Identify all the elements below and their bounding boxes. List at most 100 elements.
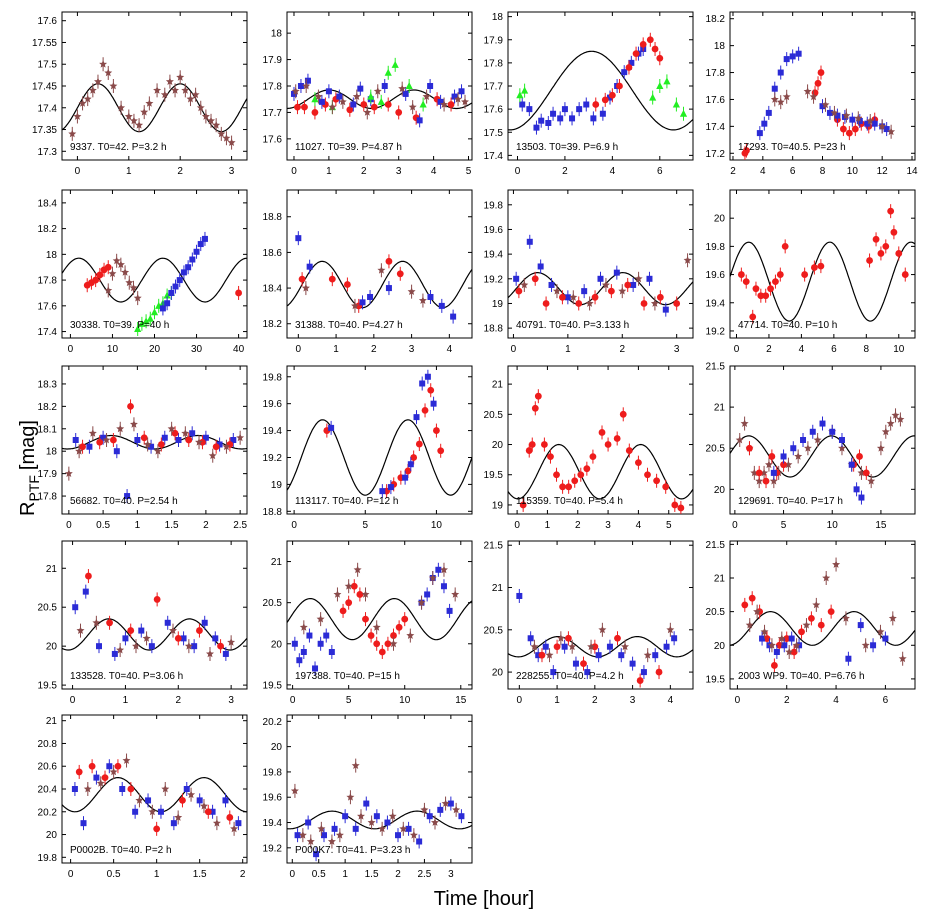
data-point <box>138 627 145 634</box>
model-curve <box>287 419 472 496</box>
plot-area <box>62 753 247 836</box>
y-tick-label: 21.5 <box>706 540 726 551</box>
y-tick-label: 17.7 <box>484 82 504 93</box>
data-point <box>845 655 852 662</box>
data-point <box>130 420 138 428</box>
x-tick-label: 0 <box>290 869 296 880</box>
data-point <box>628 59 635 66</box>
data-point <box>378 648 386 656</box>
data-point <box>644 471 651 479</box>
data-point <box>129 283 138 292</box>
y-tick-label: 18.8 <box>263 212 283 223</box>
data-point <box>595 652 602 659</box>
data-point <box>587 642 596 651</box>
y-axis-title: RPTF [mag] <box>17 420 42 516</box>
x-tick-label: 6 <box>790 166 796 177</box>
y-tick-label: 17.8 <box>38 276 58 287</box>
data-point <box>790 648 798 656</box>
data-point <box>895 250 903 257</box>
x-tick-label: 0.5 <box>96 520 110 531</box>
data-point <box>819 103 826 110</box>
data-point <box>526 106 533 113</box>
data-point <box>226 814 234 821</box>
x-tick-label: 0 <box>511 344 517 355</box>
data-point <box>187 790 196 799</box>
panel-frame <box>729 11 916 161</box>
panel-10: 0 5 10 18.8 19 19.2 19.4 19.6 19.8 113117. T0=40.… <box>263 365 473 531</box>
data-point <box>438 302 445 309</box>
data-point <box>625 64 633 71</box>
data-point <box>565 634 572 642</box>
panel-18: 0 0.5 1 1.5 2 2.5 3 19.2 19.4 19.6 19.8 20 20.2 P000K… <box>263 714 473 880</box>
data-point <box>521 86 529 94</box>
panel-label: 115359. T0=40. P=5.4 h <box>516 496 623 507</box>
data-point <box>135 796 144 804</box>
data-point <box>157 441 165 448</box>
panel-frame <box>286 11 473 161</box>
data-point <box>772 278 779 286</box>
panel-label: 30338. T0=39. P=40 h <box>70 320 169 331</box>
data-point <box>377 266 386 274</box>
data-point <box>767 641 776 649</box>
data-point <box>407 461 414 468</box>
data-point <box>575 300 583 307</box>
data-point <box>447 800 454 807</box>
data-point <box>513 275 520 282</box>
data-point <box>148 807 157 816</box>
data-point <box>227 138 236 146</box>
data-point <box>565 483 573 491</box>
y-tick-label: 19.4 <box>706 298 726 309</box>
data-point <box>581 288 588 295</box>
x-tick-label: 0 <box>68 869 74 880</box>
plot-area <box>62 399 247 504</box>
data-point <box>775 641 783 649</box>
data-point <box>174 634 182 642</box>
x-tick-label: 3 <box>448 869 454 880</box>
data-point <box>830 108 839 117</box>
data-point <box>391 60 399 68</box>
data-point <box>773 649 780 655</box>
data-point <box>866 116 875 125</box>
y-tick-label: 20.2 <box>263 717 283 728</box>
data-point <box>440 100 449 108</box>
data-point <box>140 107 149 116</box>
data-point <box>146 314 154 322</box>
data-point <box>294 832 301 839</box>
panel-label: 40791. T0=40. P=3.133 h <box>516 320 629 331</box>
x-tick-label: 0 <box>70 695 76 706</box>
y-tick-label: 20.4 <box>38 785 58 796</box>
data-point <box>520 280 529 289</box>
panel-label: 228255. T0=40. P=4.2 h <box>516 671 624 682</box>
data-point <box>553 643 561 651</box>
data-point <box>898 654 907 663</box>
data-point <box>656 54 664 62</box>
data-point <box>862 469 870 477</box>
plot-area <box>730 204 915 324</box>
data-point <box>653 477 661 485</box>
data-point <box>73 112 82 120</box>
data-point <box>313 851 320 858</box>
x-tick-label: 0 <box>290 695 296 706</box>
data-point <box>422 92 431 100</box>
panel-12: 0 5 10 15 20 20.5 21 21.5 129691. T0=40. P=17 h <box>706 362 916 531</box>
data-point <box>876 444 885 452</box>
x-tick-label: 40 <box>233 344 245 355</box>
data-point <box>122 635 129 642</box>
data-point <box>441 799 450 807</box>
data-point <box>415 440 423 448</box>
y-tick-label: 20 <box>46 642 58 653</box>
data-point <box>385 257 393 265</box>
data-point <box>402 474 409 481</box>
data-point <box>318 98 325 105</box>
data-point <box>206 649 214 658</box>
data-point <box>361 590 370 598</box>
data-point <box>589 453 597 461</box>
data-point <box>771 85 778 92</box>
data-point <box>655 668 663 676</box>
data-point <box>153 447 162 455</box>
data-point <box>760 627 769 636</box>
data-point <box>770 95 779 103</box>
data-point <box>306 632 313 639</box>
panel-16: 0 2 4 6 19.5 20 20.5 21 21.5 2003 WP9. T0=40. P=6… <box>706 540 916 706</box>
data-point <box>406 631 415 639</box>
